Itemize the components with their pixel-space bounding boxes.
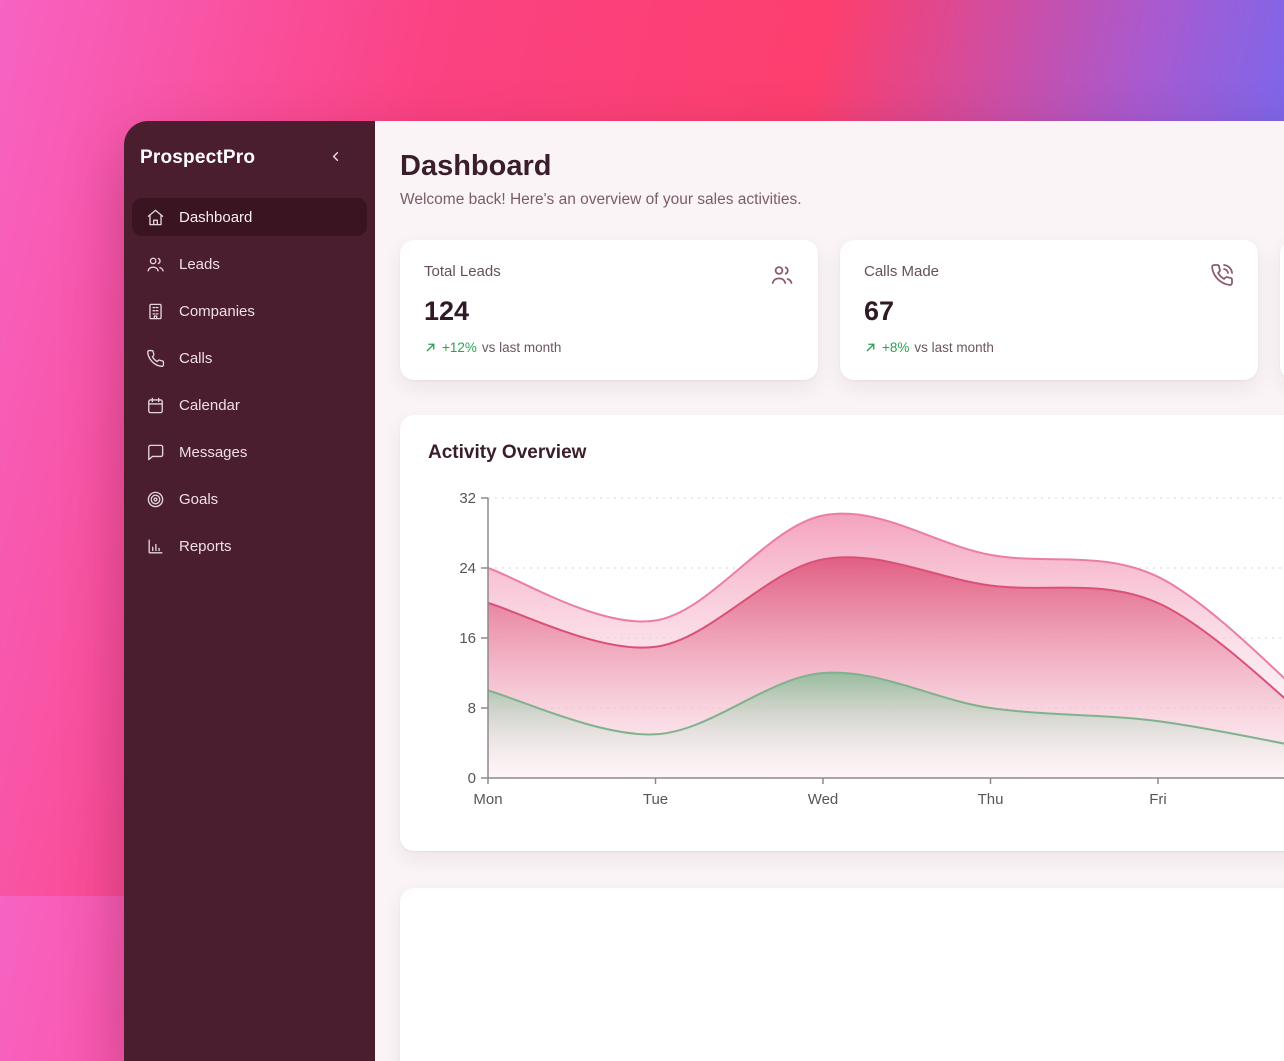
sidebar-item-reports[interactable]: Reports [132, 527, 367, 565]
sidebar-item-dashboard[interactable]: Dashboard [132, 198, 367, 236]
phone-call-icon [1210, 263, 1234, 287]
svg-text:Wed: Wed [808, 791, 839, 808]
change-note: vs last month [481, 340, 562, 355]
app-window: ProspectPro Dashboard Leads Companies Calls… [124, 121, 1284, 1061]
sidebar-item-label: Companies [179, 302, 255, 320]
sidebar-item-label: Calendar [179, 396, 240, 414]
svg-text:Fri: Fri [1149, 791, 1167, 808]
bar-chart-icon [145, 536, 165, 556]
chevron-left-icon [328, 149, 343, 167]
users-icon [145, 254, 165, 274]
change-percent: +12% [442, 340, 477, 355]
sidebar-item-goals[interactable]: Goals [132, 480, 367, 518]
stat-value: 124 [424, 296, 470, 326]
message-icon [145, 442, 165, 462]
sidebar-item-leads[interactable]: Leads [132, 245, 367, 283]
svg-text:Mon: Mon [473, 791, 502, 808]
stat-card-total-leads: Total Leads 124 +12% vs last month [400, 240, 818, 380]
svg-text:16: 16 [459, 630, 476, 647]
sidebar-nav: Dashboard Leads Companies Calls Calendar Mess… [124, 198, 375, 565]
change-percent: +8% [882, 340, 910, 355]
stat-change: +12% vs last month [424, 340, 794, 355]
app-logo: ProspectPro [140, 147, 256, 168]
sidebar-item-messages[interactable]: Messages [132, 433, 367, 471]
sidebar: ProspectPro Dashboard Leads Companies Calls… [124, 121, 375, 1061]
sidebar-item-label: Dashboard [179, 208, 253, 226]
chart-title: Activity Overview [428, 442, 587, 463]
stat-label: Calls Made [864, 263, 940, 280]
stat-card-calls-made: Calls Made 67 +8% vs last month [840, 240, 1258, 380]
page-title: Dashboard [400, 150, 552, 182]
sidebar-item-label: Reports [179, 537, 232, 555]
sidebar-item-label: Messages [179, 443, 248, 461]
svg-text:24: 24 [459, 560, 476, 577]
sidebar-item-companies[interactable]: Companies [132, 292, 367, 330]
stat-change: +8% vs last month [864, 340, 1234, 355]
svg-text:Tue: Tue [643, 791, 668, 808]
home-icon [145, 207, 165, 227]
sidebar-item-label: Calls [179, 349, 213, 367]
svg-text:Thu: Thu [978, 791, 1004, 808]
stats-row: Total Leads 124 +12% vs last month Calls [400, 240, 1284, 380]
svg-text:32: 32 [459, 490, 476, 507]
stat-value: 67 [864, 296, 895, 326]
trend-up-icon [424, 341, 437, 354]
target-icon [145, 489, 165, 509]
partial-card-below [400, 888, 1284, 1061]
phone-icon [145, 348, 165, 368]
trend-up-icon [864, 341, 877, 354]
activity-overview-card: Activity Overview 0 8 16 24 32 Mon Tue Wed Thu Fr… [400, 415, 1284, 851]
building-icon [145, 301, 165, 321]
svg-text:8: 8 [468, 700, 476, 717]
page-subtitle: Welcome back! Here's an overview of your… [400, 191, 802, 208]
sidebar-item-calendar[interactable]: Calendar [132, 386, 367, 424]
calendar-icon [145, 395, 165, 415]
sidebar-header: ProspectPro [124, 147, 375, 169]
main-content: Dashboard Welcome back! Here's an overvi… [375, 121, 1284, 1061]
activity-area-chart: 0 8 16 24 32 Mon Tue Wed Thu Fri [428, 488, 1284, 827]
users-icon [770, 263, 794, 287]
sidebar-collapse-button[interactable] [326, 147, 345, 169]
change-note: vs last month [914, 340, 994, 355]
sidebar-item-label: Goals [179, 490, 219, 508]
sidebar-item-label: Leads [179, 255, 220, 273]
stat-card-clipped [1280, 240, 1284, 380]
sidebar-item-calls[interactable]: Calls [132, 339, 367, 377]
stat-label: Total Leads [424, 263, 501, 280]
svg-text:0: 0 [468, 770, 476, 787]
